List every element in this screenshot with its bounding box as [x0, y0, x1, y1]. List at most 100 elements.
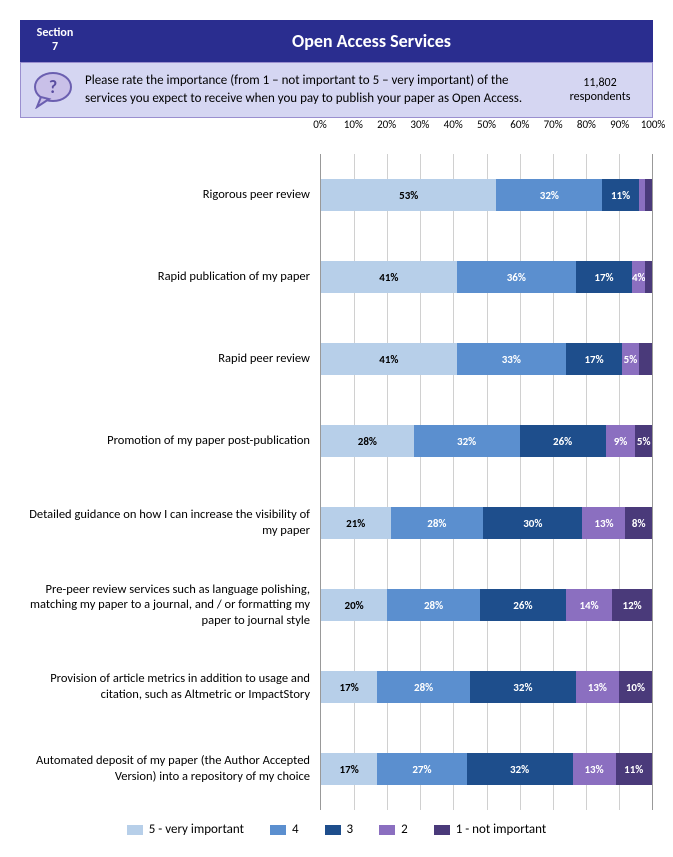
- axis-tick: 20%: [377, 118, 396, 131]
- bar-segment: 28%: [387, 589, 480, 621]
- bar-segment: 17%: [576, 261, 632, 293]
- section-number: 7: [32, 40, 78, 54]
- legend-label: 4: [292, 822, 299, 837]
- bar-segment: 32%: [414, 425, 520, 457]
- bar-segment: 17%: [321, 753, 377, 785]
- bar-segment: 26%: [520, 425, 606, 457]
- bar-segment: 32%: [470, 671, 576, 703]
- stacked-bar: 41%36%17%4%: [321, 261, 652, 293]
- bar-segment: 28%: [391, 507, 484, 539]
- legend-label: 2: [401, 822, 408, 837]
- gridline: [553, 154, 554, 810]
- legend-item: 5 - very important: [127, 822, 244, 837]
- axis-tick: 50%: [477, 118, 496, 131]
- bar-segment: [645, 179, 652, 211]
- bar-segment: 28%: [377, 671, 470, 703]
- gridline: [520, 154, 521, 810]
- legend-swatch: [325, 825, 341, 835]
- row-label: Rigorous peer review: [20, 154, 320, 236]
- legend-item: 1 - not important: [434, 822, 547, 837]
- row-label: Promotion of my paper post-publication: [20, 400, 320, 482]
- axis-tick: 60%: [510, 118, 529, 131]
- question-icon: ?: [31, 71, 75, 109]
- bar-segment: 27%: [377, 753, 466, 785]
- legend-item: 2: [379, 822, 408, 837]
- gridline: [586, 154, 587, 810]
- respondents: 11,802 respondents: [558, 76, 642, 105]
- gridline: [354, 154, 355, 810]
- bar-segment: [639, 343, 652, 375]
- bar-segment: 32%: [467, 753, 573, 785]
- bar-segment: 11%: [616, 753, 652, 785]
- row-label: Detailed guidance on how I can increase …: [20, 482, 320, 564]
- legend-label: 5 - very important: [149, 822, 244, 837]
- axis-row: 0%10%20%30%40%50%60%70%80%90%100%: [20, 118, 653, 136]
- legend-swatch: [434, 825, 450, 835]
- bar-segment: 53%: [321, 179, 496, 211]
- row-label: Rapid peer review: [20, 318, 320, 400]
- bar-segment: [645, 261, 652, 293]
- bar-segment: 36%: [457, 261, 576, 293]
- stacked-bar: 21%28%30%13%8%: [321, 507, 652, 539]
- axis-ticks: 0%10%20%30%40%50%60%70%80%90%100%: [320, 118, 653, 136]
- section-header: Section 7 Open Access Services: [20, 20, 653, 62]
- plot-column: 53%32%11%41%36%17%4%41%33%17%5%28%32%26%…: [320, 154, 653, 810]
- bar-segment: 30%: [483, 507, 582, 539]
- bar-segment: 13%: [582, 507, 625, 539]
- bar-segment: 8%: [625, 507, 651, 539]
- stacked-bar: 17%27%32%13%11%: [321, 753, 652, 785]
- axis-tick: 90%: [610, 118, 629, 131]
- section-word: Section: [32, 26, 78, 40]
- bar-segment: 17%: [566, 343, 622, 375]
- legend-swatch: [270, 825, 286, 835]
- bar-segment: 4%: [632, 261, 645, 293]
- plot-area: 53%32%11%41%36%17%4%41%33%17%5%28%32%26%…: [320, 154, 653, 810]
- row-label: Rapid publication of my paper: [20, 236, 320, 318]
- bar-segment: 9%: [606, 425, 636, 457]
- gridline: [420, 154, 421, 810]
- row-label: Pre-peer review services such as languag…: [20, 564, 320, 646]
- bar-segment: 11%: [602, 179, 638, 211]
- section-title: Open Access Services: [90, 20, 653, 62]
- stacked-bar: 28%32%26%9%5%: [321, 425, 652, 457]
- bar-segment: 20%: [321, 589, 387, 621]
- legend-item: 4: [270, 822, 299, 837]
- bar-segment: 32%: [496, 179, 602, 211]
- bar-segment: 41%: [321, 343, 457, 375]
- bar-segment: 13%: [573, 753, 616, 785]
- bar-segment: 10%: [619, 671, 652, 703]
- stacked-bar: 17%28%32%13%10%: [321, 671, 652, 703]
- bar-segment: 12%: [612, 589, 652, 621]
- legend: 5 - very important 4 3 2 1 - not important: [20, 822, 653, 837]
- axis-tick: 0%: [313, 118, 326, 131]
- legend-swatch: [127, 825, 143, 835]
- bar-segment: 14%: [566, 589, 612, 621]
- legend-item: 3: [325, 822, 354, 837]
- bar-segment: 17%: [321, 671, 377, 703]
- gridline: [487, 154, 488, 810]
- bar-segment: 21%: [321, 507, 391, 539]
- bar-segment: 28%: [321, 425, 414, 457]
- axis-tick: 80%: [577, 118, 596, 131]
- gridline: [453, 154, 454, 810]
- legend-swatch: [379, 825, 395, 835]
- row-label: Provision of article metrics in addition…: [20, 646, 320, 728]
- respondents-count: 11,802: [558, 76, 642, 90]
- prompt-text: Please rate the importance (from 1 – not…: [85, 72, 548, 107]
- stacked-bar: 20%28%26%14%12%: [321, 589, 652, 621]
- axis-tick: 70%: [544, 118, 563, 131]
- labels-column: Rigorous peer reviewRapid publication of…: [20, 154, 320, 810]
- bar-segment: 13%: [576, 671, 619, 703]
- bar-segment: 5%: [622, 343, 639, 375]
- axis-tick: 100%: [641, 118, 666, 131]
- respondents-label: respondents: [558, 90, 642, 104]
- bar-segment: 41%: [321, 261, 457, 293]
- section-tab: Section 7: [20, 20, 90, 62]
- bar-segment: 5%: [635, 425, 652, 457]
- gridline: [387, 154, 388, 810]
- bar-segment: [639, 179, 646, 211]
- stacked-bar: 41%33%17%5%: [321, 343, 652, 375]
- axis-tick: 40%: [444, 118, 463, 131]
- legend-label: 3: [347, 822, 354, 837]
- gridline: [619, 154, 620, 810]
